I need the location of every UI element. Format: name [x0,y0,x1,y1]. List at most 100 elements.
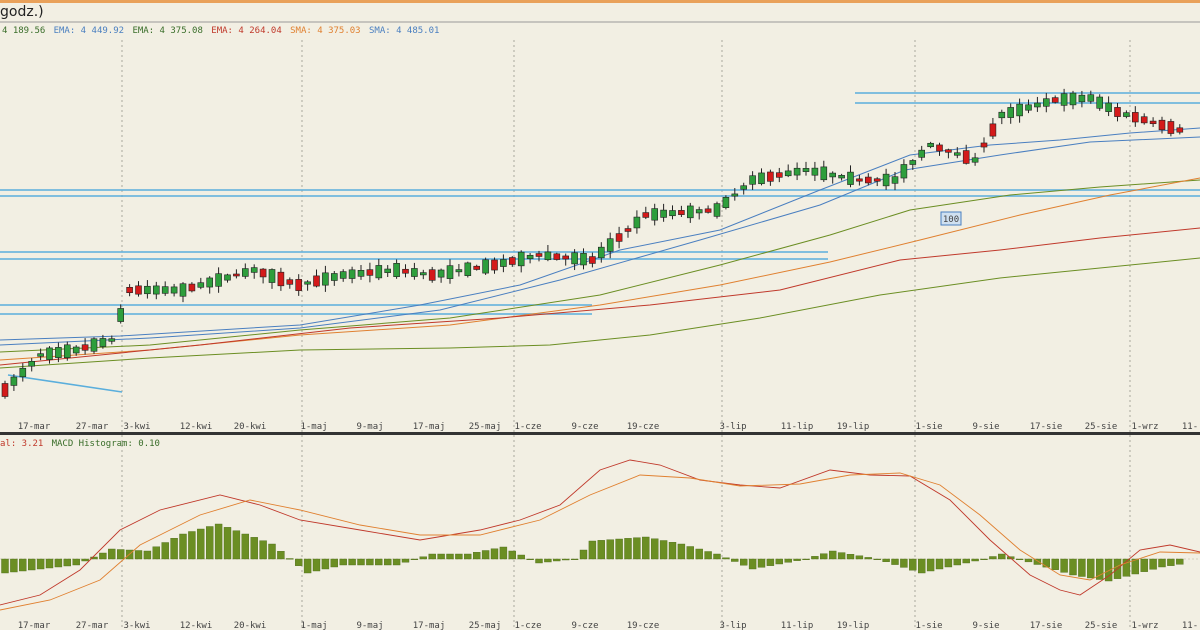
candle-up [268,269,276,283]
macd-histogram-bar [757,558,766,568]
candle-down [1051,97,1059,103]
x-tick-label: 9-cze [571,621,598,630]
macd-histogram-bar [357,558,365,566]
macd-histogram-bar [277,551,285,560]
macd-histogram-bar [312,558,321,572]
macd-histogram-bar [1131,558,1140,575]
candle-up [10,376,18,386]
candle-down [704,208,712,213]
candle-up [384,268,392,273]
macd-histogram-bar [179,533,187,560]
candle-up [695,209,703,214]
macd-histogram-bar [677,543,686,560]
macd-histogram-bar [419,556,427,560]
x-axis-top: 17-mar 27-mar 3-kwi 12-kwi 20-kwi 1-maj 9-maj 1… [18,422,1198,432]
candle-up [411,268,418,277]
macd-histogram-bar [962,558,970,564]
candle-down [1149,120,1157,125]
macd-histogram-bar [802,558,810,561]
signal-line [0,472,1200,611]
x-tick-label: 11- [1182,422,1198,432]
candle-down [535,253,543,257]
macd-histogram-bar [28,558,36,571]
candle-up [749,175,756,185]
macd-histogram-bar [1122,558,1131,577]
x-tick-label: 9-maj [356,621,383,630]
macd-histogram-bar [864,557,872,560]
macd-histogram-bar [197,528,205,560]
candle-down [945,149,952,153]
candle-up [998,111,1006,119]
macd-histogram-bar [437,553,445,560]
macd-histogram-bar [45,558,54,569]
x-tick-label: 3-kwi [123,621,150,630]
candle-down [188,283,196,292]
candle-down [936,144,943,152]
macd-histogram-bar [775,558,783,565]
x-tick-label: 9-cze [571,422,598,432]
candle-up [909,160,917,165]
x-tick-label: 3-lip [719,621,746,630]
macd-histogram-bar [624,538,632,560]
macd-histogram-bar [72,558,80,566]
candle-up [891,176,899,184]
candle-down [873,178,881,182]
macd-histogram-bar [401,558,410,563]
macd-histogram-bar [90,556,98,560]
macd-legend-item: MACD Histogram: 0.10 [52,439,160,449]
candle-down [775,172,783,178]
candle-up [633,216,641,229]
macd-histogram-bar [259,540,267,560]
macd-histogram-bar [339,558,347,566]
macd-histogram-bar [1078,558,1086,577]
macd-histogram-bar [793,558,801,561]
macd-histogram-bar [1015,558,1024,561]
macd-histogram-bar [134,550,143,560]
candle-down [259,268,267,278]
candle-up [419,272,427,276]
macd-histogram-bar [668,542,677,560]
candle-up [571,252,578,265]
macd-lines [0,459,1200,611]
candle-up [784,170,792,177]
pane-divider[interactable] [0,432,1200,435]
macd-histogram-bar [829,550,837,560]
candle-up [357,270,365,277]
macd-histogram-bar [268,543,276,560]
candle-down [767,171,774,182]
macd-histogram-bar [971,558,979,562]
macd-histogram-bar [695,548,703,560]
candle-down [233,273,240,277]
candle-up [393,263,400,277]
macd-histogram-bar [116,549,125,560]
candle-down [856,178,863,182]
x-tick-label: 19-cze [627,621,660,630]
candle-up [597,246,605,259]
macd-histogram-bar [1104,558,1113,582]
x-tick-label: 9-sie [972,422,999,432]
macd-histogram-bar [579,549,588,560]
candle-up [1123,112,1130,117]
macd-histogram-bar [464,553,472,560]
macd-histogram-bar [900,558,908,568]
candle-up [580,253,587,266]
candle-up [722,197,730,208]
candle-up [161,286,169,294]
candle-up [1007,107,1015,118]
candle-up [64,344,71,358]
x-tick-label: 25-sie [1085,621,1118,630]
price-badge-label: 100 [943,215,959,225]
x-tick-label: 1-maj [300,422,327,432]
macd-histogram-bar [392,558,401,566]
candle-up [72,346,80,354]
candle-up [206,277,213,288]
x-tick-label: 11-lip [781,621,814,630]
price-legend-item: EMA: 4 375.08 [132,26,202,36]
candle-up [482,259,489,274]
candle-up [46,347,53,360]
price-badge[interactable]: 100 [940,211,962,226]
x-tick-label: 25-maj [469,422,502,432]
price-legend-item: EMA: 4 264.04 [211,26,281,36]
candle-down [1,383,9,397]
